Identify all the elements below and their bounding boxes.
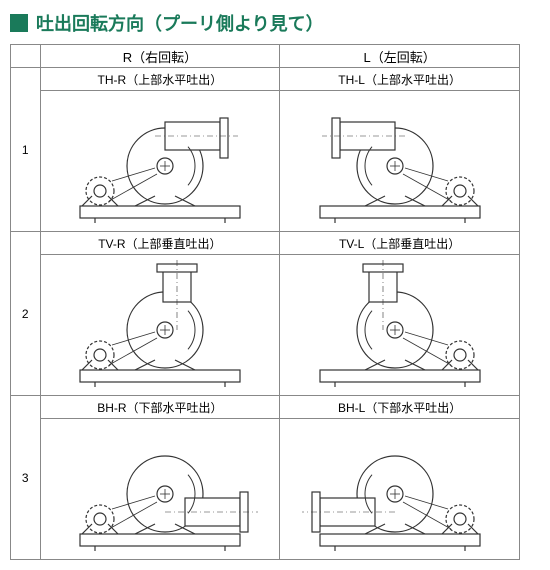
rotation-direction-table: R（右回転） L（左回転） 1 TH-R（上部水平吐出） TH-L（上部水平吐出…: [10, 44, 520, 560]
section-title: 吐出回転方向（プーリ側より見て）: [10, 10, 540, 36]
diagram-th-l: [280, 91, 520, 232]
cell-label: BH-R（下部水平吐出）: [40, 396, 280, 419]
cell-label: BH-L（下部水平吐出）: [280, 396, 520, 419]
cell-label: TV-L（上部垂直吐出）: [280, 232, 520, 255]
diagram-bh-r: [40, 419, 280, 560]
header-blank: [11, 45, 41, 68]
diagram-bh-l: [280, 419, 520, 560]
cell-label: TH-R（上部水平吐出）: [40, 68, 280, 91]
header-l: L（左回転）: [280, 45, 520, 68]
diagram-tv-r: [40, 255, 280, 396]
cell-label: TH-L（上部水平吐出）: [280, 68, 520, 91]
title-text: 吐出回転方向（プーリ側より見て）: [36, 10, 324, 36]
cell-label: TV-R（上部垂直吐出）: [40, 232, 280, 255]
row-number: 3: [11, 396, 41, 560]
title-square-icon: [10, 14, 28, 32]
row-number: 2: [11, 232, 41, 396]
diagram-th-r: [40, 91, 280, 232]
header-r: R（右回転）: [40, 45, 280, 68]
row-number: 1: [11, 68, 41, 232]
diagram-tv-l: [280, 255, 520, 396]
